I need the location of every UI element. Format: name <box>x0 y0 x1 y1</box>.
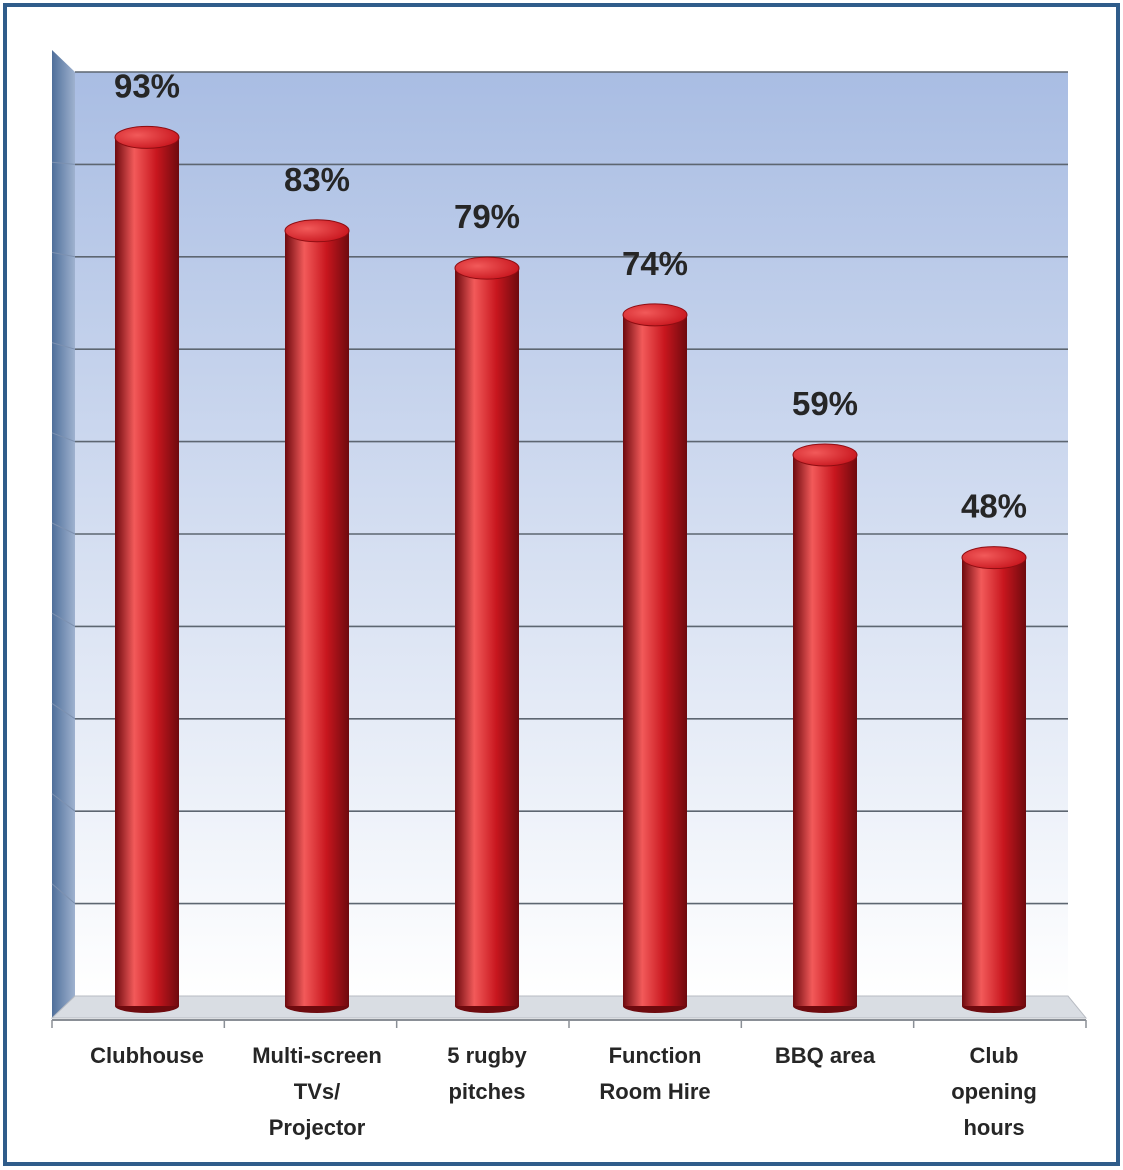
bar-body <box>455 268 519 1006</box>
gridlines <box>51 71 1068 905</box>
gridline-side <box>51 342 76 350</box>
bar-body <box>285 230 349 1006</box>
gridline-side <box>51 432 76 443</box>
bars <box>114 125 1027 1013</box>
bar-body <box>115 137 179 1006</box>
category-label: Multi-screen TVs/Projector <box>252 1043 382 1140</box>
value-label: 93% <box>114 67 180 104</box>
gridline-side <box>51 251 76 258</box>
category-label: Clubhouse <box>90 1043 204 1068</box>
bar <box>622 303 688 1013</box>
x-axis <box>51 1019 1087 1028</box>
value-label: 79% <box>454 198 520 235</box>
gridline-side <box>51 612 76 627</box>
category-label: 5 rugby pitches <box>447 1043 527 1104</box>
plot-floor <box>50 995 1088 1019</box>
bar-cap <box>454 256 520 280</box>
gridline-side <box>51 702 76 720</box>
category-label: BBQ area <box>775 1043 876 1068</box>
side-wall <box>52 50 75 1018</box>
category-labels: Clubhouse Multi-screen TVs/Projector 5 rugb… <box>90 1043 1037 1140</box>
bar <box>454 256 520 1013</box>
gridline-side <box>51 793 76 812</box>
category-label: Club opening hours <box>951 1043 1037 1140</box>
bar-cap <box>961 546 1027 570</box>
value-label: 59% <box>792 385 858 422</box>
bar-body <box>962 557 1026 1006</box>
bar-cap <box>114 125 180 149</box>
value-label: 48% <box>961 488 1027 525</box>
bar <box>792 443 858 1013</box>
value-label: 74% <box>622 245 688 282</box>
value-labels: 93% 83% 79% 74% 59% 48% <box>114 67 1027 524</box>
bar-body <box>793 454 857 1006</box>
bar-cap <box>284 219 350 243</box>
bar-cap <box>792 443 858 467</box>
bar <box>961 546 1027 1013</box>
bar-body <box>623 314 687 1007</box>
gridline-side <box>51 161 76 165</box>
gridline-side <box>51 883 76 904</box>
bar <box>284 219 350 1013</box>
value-label: 83% <box>284 161 350 198</box>
category-label: Function Room Hire <box>599 1043 710 1104</box>
bar-cap <box>622 303 688 327</box>
gridline-side <box>51 522 76 535</box>
bar <box>114 125 180 1013</box>
